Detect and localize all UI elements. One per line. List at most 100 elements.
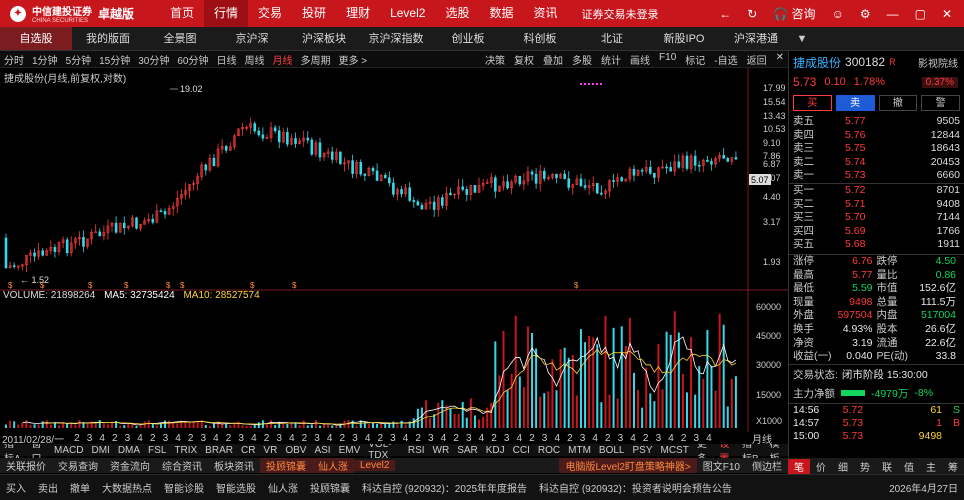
indicator-tab[interactable]: PSY: [632, 444, 653, 456]
indicator-tab[interactable]: BRAR: [205, 444, 233, 456]
period-option[interactable]: 多周期: [300, 55, 331, 67]
tool-button[interactable]: 决策: [485, 55, 506, 67]
status-item[interactable]: 科达自控 (920932)：投资者说明会预告公告: [539, 484, 732, 495]
info-tab[interactable]: 仙人涨: [312, 458, 354, 473]
market-tab[interactable]: 创业板: [451, 33, 485, 45]
period-option[interactable]: 5分钟: [65, 55, 92, 67]
user-icon[interactable]: ☺: [831, 6, 844, 21]
chart-svg[interactable]: 17.99 15.54 13.43 10.53 9.10 7.866.87 5.07 4.40…: [0, 68, 788, 432]
nav-item[interactable]: 首页: [170, 6, 195, 20]
tool-button[interactable]: 标记: [685, 55, 706, 67]
market-tab[interactable]: 沪深板块: [302, 33, 346, 45]
period-option[interactable]: 周线: [244, 55, 265, 67]
tool-button[interactable]: 画线: [630, 55, 651, 67]
nav-item[interactable]: 交易: [258, 6, 283, 20]
market-tab[interactable]: 我的版面: [86, 33, 130, 45]
panel-tab[interactable]: 联: [882, 462, 892, 474]
minimize-icon[interactable]: —: [886, 6, 899, 21]
status-item[interactable]: 撤单: [70, 484, 90, 495]
indicator-tab[interactable]: EMV: [338, 444, 361, 456]
status-item[interactable]: 智能选股: [216, 484, 256, 495]
panel-tab[interactable]: 主: [926, 462, 936, 474]
indicator-tab[interactable]: TRIX: [174, 444, 198, 456]
tool-button[interactable]: F10: [659, 51, 677, 63]
period-option[interactable]: 月线: [272, 55, 293, 67]
panel-tab[interactable]: 筹: [948, 462, 958, 474]
back-icon[interactable]: ←: [719, 6, 732, 21]
info-tab[interactable]: 综合资讯: [162, 462, 202, 473]
info-tab[interactable]: 图文F10: [702, 462, 740, 473]
info-tab[interactable]: Level2: [354, 460, 396, 471]
indicator-tab[interactable]: MCST: [660, 444, 689, 456]
indicator-tab[interactable]: MACD: [54, 444, 84, 456]
help-button[interactable]: 🎧 咨询: [773, 7, 816, 21]
indicator-tab[interactable]: WR: [432, 444, 450, 456]
panel-tab[interactable]: 笔: [788, 458, 810, 474]
nav-item[interactable]: 行情: [204, 0, 249, 27]
indicator-tab[interactable]: ASI: [314, 444, 331, 456]
indicator-tab[interactable]: VR: [263, 444, 278, 456]
market-tab[interactable]: 全景图: [163, 33, 197, 45]
tab-more-icon[interactable]: ▼: [796, 33, 808, 45]
indicator-tab[interactable]: KDJ: [485, 444, 505, 456]
status-item[interactable]: 投顾锦囊: [310, 484, 350, 495]
close-icon[interactable]: ✕: [941, 6, 952, 21]
period-option[interactable]: 1分钟: [32, 55, 58, 67]
settings-icon[interactable]: ⚙: [859, 6, 871, 21]
indicator-tab[interactable]: OBV: [285, 444, 307, 456]
indicator-tab[interactable]: ROC: [537, 444, 561, 456]
status-item[interactable]: 仙人涨: [268, 484, 298, 495]
indicator-tab[interactable]: RSI: [407, 444, 425, 456]
nav-item[interactable]: Level2: [390, 6, 426, 20]
tool-button[interactable]: 返回: [746, 55, 767, 67]
maximize-icon[interactable]: ▢: [914, 6, 926, 21]
buy-button[interactable]: 买: [793, 95, 832, 111]
tool-button[interactable]: 叠加: [543, 55, 564, 67]
kline-chart[interactable]: 17.99 15.54 13.43 10.53 9.10 7.86 6.87 5.07 4.40…: [0, 68, 788, 432]
status-item[interactable]: 卖出: [38, 484, 58, 495]
indicator-tab[interactable]: FSL: [148, 444, 167, 456]
info-tab[interactable]: 关联报价: [6, 462, 46, 473]
market-tab[interactable]: 北证: [601, 33, 623, 45]
close-chart-icon[interactable]: ✕: [775, 51, 784, 63]
indicator-tab[interactable]: DMI: [91, 444, 110, 456]
status-item[interactable]: 大数据热点: [102, 484, 152, 495]
market-tab[interactable]: 沪深港通: [734, 33, 778, 45]
info-tab[interactable]: 投顾锦囊: [260, 458, 312, 473]
sell-button[interactable]: 卖: [835, 95, 875, 111]
cancel-order-button[interactable]: 撤: [878, 95, 918, 111]
indicator-tab[interactable]: CCI: [512, 444, 530, 456]
info-tab[interactable]: 电脑版Level2盯盘策略神器>: [559, 458, 697, 473]
indicator-tab[interactable]: DMA: [117, 444, 141, 456]
status-item[interactable]: 2026年4月27日: [889, 484, 958, 495]
status-item[interactable]: 智能诊股: [164, 484, 204, 495]
market-tab[interactable]: 科创板: [523, 33, 557, 45]
indicator-tab[interactable]: CR: [240, 444, 256, 456]
market-tab[interactable]: 京沪深指数: [368, 33, 424, 45]
market-tab[interactable]: 新股IPO: [663, 33, 705, 45]
market-tab[interactable]: 自选股: [0, 27, 72, 50]
panel-tab[interactable]: 细: [838, 462, 848, 474]
period-option[interactable]: 日线: [216, 55, 237, 67]
indicator-tab[interactable]: SAR: [457, 444, 478, 456]
period-option[interactable]: 60分钟: [177, 55, 209, 67]
info-tab[interactable]: 资金流向: [110, 462, 150, 473]
stock-sector[interactable]: 影视院线: [918, 58, 958, 70]
indicator-tab[interactable]: VOL-TDX: [368, 439, 392, 461]
info-tab[interactable]: 交易查询: [58, 462, 98, 473]
alert-button[interactable]: 警: [921, 95, 960, 111]
status-item[interactable]: 科达自控 (920932)：2025年年度报告: [362, 484, 528, 495]
tool-button[interactable]: 复权: [514, 55, 535, 67]
refresh-icon[interactable]: ↻: [747, 6, 758, 21]
panel-tab[interactable]: 价: [816, 462, 826, 474]
indicator-tab[interactable]: MTM: [568, 444, 591, 456]
tool-button[interactable]: -自选: [714, 55, 738, 67]
nav-item[interactable]: 数据: [489, 6, 514, 20]
nav-item[interactable]: 投研: [302, 6, 327, 20]
nav-item[interactable]: 理财: [346, 6, 371, 20]
panel-tab[interactable]: 值: [904, 462, 914, 474]
nav-item[interactable]: 资讯: [533, 6, 558, 20]
tool-button[interactable]: 统计: [601, 55, 622, 67]
info-tab[interactable]: 侧边栏: [752, 462, 782, 473]
panel-tab[interactable]: 势: [860, 462, 870, 474]
